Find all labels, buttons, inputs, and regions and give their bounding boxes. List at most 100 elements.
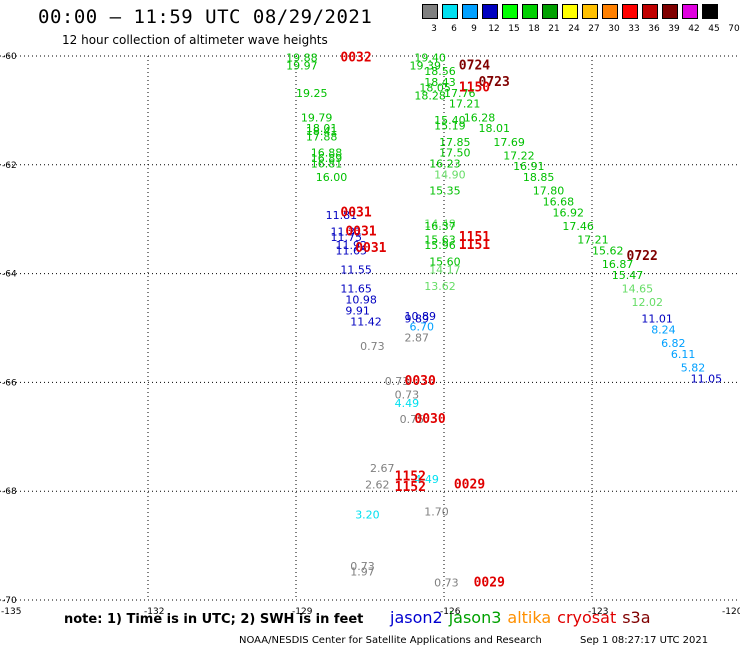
wave-height-value: 17.85	[439, 136, 471, 149]
wave-height-value: 14.17	[429, 264, 461, 277]
map-grid	[0, 55, 740, 601]
wave-height-value: 19.39	[409, 60, 441, 73]
wave-height-value: 17.22	[503, 149, 535, 162]
wave-height-value: 11.92	[335, 239, 367, 252]
wave-height-value: 17.88	[306, 130, 338, 143]
axis-tick-labels: -60 -62 -64 -66 -68 -70-135 -132 -129 -126 -123 -1…	[1, 52, 740, 617]
wave-height-value: 6.11	[671, 348, 696, 361]
page-subtitle: 12 hour collection of altimeter wave hei…	[62, 33, 328, 47]
wave-height-value: 8.24	[651, 323, 676, 336]
wave-height-value: 17.46	[562, 220, 594, 233]
wave-height-value: 9.91	[345, 304, 370, 317]
pass-time-label: 0032	[340, 50, 371, 65]
wave-height-value: 4.49	[395, 397, 420, 410]
legend-swatch	[502, 4, 518, 19]
wave-height-value: 18.01	[479, 122, 511, 135]
wave-height-value: 18.41	[306, 125, 338, 138]
lon-tick-label: -126	[440, 607, 461, 617]
legend-tick-label: 42	[688, 24, 700, 34]
wave-height-value: 4.49	[414, 473, 439, 486]
wave-height-value: 18.56	[424, 65, 456, 78]
wave-height-value: 0.73	[350, 560, 375, 573]
lon-tick-label: -135	[1, 607, 21, 617]
wave-height-value: 14.65	[622, 283, 654, 296]
legend-swatch	[642, 4, 658, 19]
legend-tick-label: 21	[548, 24, 560, 34]
lon-tick-label: -120	[722, 607, 740, 617]
wave-height-labels: 19.8819.9719.2519.7918.0118.4117.8816.88…	[286, 51, 722, 589]
page-title: 00:00 — 11:59 UTC 08/29/2021	[38, 6, 373, 28]
wave-height-value: 2.67	[370, 462, 395, 475]
legend-tick-label: 27	[588, 24, 600, 34]
wave-height-value: 10.98	[345, 294, 377, 307]
legend-tick-label: 15	[508, 24, 520, 34]
wave-height-value: 5.82	[681, 362, 706, 375]
credit-line: NOAA/NESDIS Center for Satellite Applica…	[239, 635, 542, 646]
wave-height-value: 6.82	[661, 337, 686, 350]
wave-height-value: 11.65	[340, 283, 372, 296]
wave-height-value: 0.73	[395, 389, 420, 402]
legend-swatch	[422, 4, 438, 19]
wave-height-value: 16.87	[602, 258, 634, 271]
legend-swatch	[702, 4, 718, 19]
footer-note: note: 1) Time is in UTC; 2) SWH is in fe…	[64, 612, 364, 627]
satellite-name: s3a	[622, 608, 651, 627]
wave-height-value: 17.21	[449, 98, 481, 111]
wave-height-value: 16.28	[464, 111, 496, 124]
wave-height-value: 16.23	[429, 158, 461, 171]
wave-height-value: 18.43	[424, 76, 456, 89]
wave-height-value: 19.79	[301, 111, 333, 124]
wave-height-value: 17.80	[533, 185, 565, 198]
satellite-legend: jason2 jason3 altika cryosat s3a	[390, 608, 657, 627]
legend-tick-label: 70	[728, 24, 740, 34]
satellite-name: jason3	[448, 608, 502, 627]
legend-tick-label: 12	[488, 24, 500, 34]
wave-height-value: 0.73	[434, 576, 459, 589]
wave-height-value: 18.01	[306, 122, 338, 135]
wave-height-value: 17.21	[577, 234, 609, 247]
legend-tick-label: 18	[528, 24, 540, 34]
lon-tick-label: -123	[588, 607, 608, 617]
time-labels: 0032072407231150003100310031115111510722…	[340, 50, 657, 590]
legend-swatch	[622, 4, 638, 19]
pass-time-label: 1150	[459, 80, 490, 95]
pass-time-label: 0031	[345, 225, 376, 240]
wave-height-value: 17.76	[444, 87, 476, 100]
wave-height-value: 19.88	[286, 51, 318, 64]
wave-height-value: 15.62	[592, 245, 624, 258]
generated-timestamp: Sep 1 08:27:17 UTC 2021	[580, 635, 709, 646]
wave-height-value: 0.73	[360, 340, 385, 353]
wave-height-value: 19.97	[286, 60, 318, 73]
lat-tick-label: -60	[2, 52, 17, 62]
wave-height-value: 2.87	[405, 332, 430, 345]
satellite-name: cryosat	[557, 608, 617, 627]
legend-swatch	[682, 4, 698, 19]
wave-height-value: 15.96	[424, 239, 456, 252]
pass-time-label: 0724	[459, 59, 490, 74]
wave-height-value: 11.42	[350, 315, 382, 328]
wave-height-value: 17.69	[493, 136, 525, 149]
wave-height-value: 16.37	[424, 220, 456, 233]
legend-tick-label: 6	[451, 24, 457, 34]
pass-time-label: 0031	[340, 205, 371, 220]
wave-height-value: 11.55	[340, 264, 372, 277]
wave-height-value: 1.70	[424, 506, 449, 519]
satellite-name: altika	[507, 608, 552, 627]
wave-height-value: 18.85	[523, 171, 555, 184]
lat-tick-label: -68	[2, 487, 17, 497]
legend-swatch	[542, 4, 558, 19]
pass-time-label: 0723	[479, 75, 510, 90]
wave-height-value: 0.73	[385, 375, 410, 388]
legend-swatch	[602, 4, 618, 19]
wave-height-value: 13.62	[424, 280, 456, 293]
pass-time-label: 1151	[459, 230, 490, 245]
wave-height-value: 16.92	[553, 206, 585, 219]
legend-swatch	[522, 4, 538, 19]
legend-swatch	[442, 4, 458, 19]
legend-tick-label: 45	[708, 24, 720, 34]
pass-time-label: 0029	[454, 477, 485, 492]
wave-height-value: 19.25	[296, 87, 328, 100]
wave-height-value: 16.68	[543, 196, 575, 209]
legend-tick-label: 3	[431, 24, 437, 34]
